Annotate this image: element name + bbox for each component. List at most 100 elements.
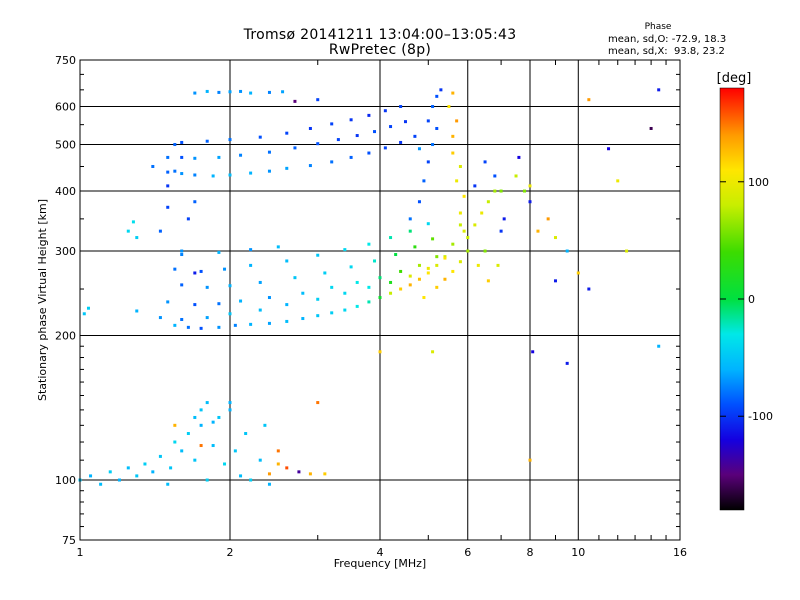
echo-point bbox=[276, 462, 280, 466]
x-tick-label: 10 bbox=[571, 546, 585, 559]
echo-point bbox=[417, 263, 421, 267]
echo-point bbox=[378, 276, 382, 280]
echo-point bbox=[199, 269, 203, 273]
echo-point bbox=[587, 287, 591, 291]
echo-point bbox=[267, 296, 271, 300]
echo-point bbox=[443, 277, 447, 281]
echo-point bbox=[308, 472, 312, 476]
echo-point bbox=[228, 401, 232, 405]
chart-title: Tromsø 20141211 13:04:00–13:05:43 bbox=[243, 27, 517, 43]
echo-point bbox=[211, 174, 215, 178]
echo-point bbox=[173, 267, 177, 271]
echo-point bbox=[330, 122, 334, 126]
echo-point bbox=[205, 285, 209, 289]
echo-point bbox=[349, 118, 353, 122]
echo-point bbox=[285, 259, 289, 263]
echo-point bbox=[186, 217, 190, 221]
echo-point bbox=[553, 279, 557, 283]
echo-point bbox=[316, 401, 320, 405]
echo-point bbox=[480, 211, 484, 215]
echo-point bbox=[389, 291, 393, 295]
echo-point bbox=[565, 361, 569, 365]
echo-point bbox=[301, 317, 305, 321]
colorbar-tick-label: 100 bbox=[748, 176, 769, 189]
echo-point bbox=[199, 423, 203, 427]
echo-point bbox=[389, 125, 393, 129]
echo-point bbox=[389, 236, 393, 240]
echo-point bbox=[267, 169, 271, 173]
y-tick-label: 300 bbox=[55, 245, 76, 258]
echo-point bbox=[285, 166, 289, 170]
y-tick-label: 75 bbox=[62, 534, 76, 547]
echo-point bbox=[466, 236, 470, 240]
echo-point bbox=[413, 134, 417, 138]
echo-point bbox=[180, 317, 184, 321]
echo-point bbox=[281, 90, 285, 94]
echo-point bbox=[383, 146, 387, 150]
echo-point bbox=[217, 250, 221, 254]
echo-point bbox=[293, 99, 297, 103]
x-tick-label: 4 bbox=[377, 546, 384, 559]
echo-point bbox=[330, 160, 334, 164]
echo-point bbox=[193, 173, 197, 177]
echo-point bbox=[186, 432, 190, 436]
echo-point bbox=[135, 309, 139, 313]
echo-point bbox=[166, 170, 170, 174]
echo-point bbox=[126, 466, 130, 470]
echo-point bbox=[649, 126, 653, 130]
echo-point bbox=[476, 263, 480, 267]
echo-point bbox=[473, 223, 477, 227]
echo-point bbox=[473, 184, 477, 188]
echo-point bbox=[228, 408, 232, 412]
echo-point bbox=[267, 321, 271, 325]
echo-point bbox=[267, 90, 271, 94]
y-tick-label: 100 bbox=[55, 474, 76, 487]
echo-point bbox=[616, 179, 620, 183]
echo-point bbox=[285, 131, 289, 135]
echo-point bbox=[431, 350, 435, 354]
echo-point bbox=[199, 408, 203, 412]
echo-point bbox=[82, 312, 86, 316]
echo-point bbox=[193, 458, 197, 462]
echo-point bbox=[193, 271, 197, 275]
echo-point bbox=[546, 217, 550, 221]
echo-point bbox=[258, 135, 262, 139]
echo-point bbox=[657, 88, 661, 92]
echo-point bbox=[408, 274, 412, 278]
echo-point bbox=[244, 432, 248, 436]
echo-point bbox=[199, 326, 203, 330]
phase-o-stats: mean, sd,O: -72.9, 18.3 bbox=[608, 34, 727, 45]
echo-point bbox=[217, 415, 221, 419]
echo-point bbox=[451, 269, 455, 273]
echo-point bbox=[408, 283, 412, 287]
echo-point bbox=[297, 470, 301, 474]
echo-point bbox=[223, 267, 227, 271]
echo-point bbox=[166, 300, 170, 304]
echo-point bbox=[413, 245, 417, 249]
echo-point bbox=[158, 229, 162, 233]
colorbar-label: [deg] bbox=[717, 71, 752, 86]
echo-point bbox=[217, 90, 221, 94]
echo-point bbox=[483, 160, 487, 164]
echo-point bbox=[263, 423, 267, 427]
echo-point bbox=[443, 256, 447, 260]
echo-point bbox=[408, 217, 412, 221]
phase-stats-title: Phase bbox=[644, 22, 672, 32]
echo-point bbox=[117, 478, 121, 482]
echo-point bbox=[451, 242, 455, 246]
echo-point bbox=[607, 147, 611, 151]
echo-point bbox=[249, 171, 253, 175]
echo-point bbox=[367, 300, 371, 304]
echo-point bbox=[426, 271, 430, 275]
echo-point bbox=[180, 253, 184, 257]
y-axis-label: Stationary phase Virtual Height [km] bbox=[36, 199, 49, 401]
echo-point bbox=[217, 325, 221, 329]
echo-point bbox=[301, 291, 305, 295]
echo-point bbox=[417, 200, 421, 204]
echo-point bbox=[528, 458, 532, 462]
echo-point bbox=[435, 285, 439, 289]
echo-point bbox=[173, 143, 177, 147]
echo-point bbox=[451, 91, 455, 95]
echo-point bbox=[426, 160, 430, 164]
echo-point bbox=[462, 194, 466, 198]
